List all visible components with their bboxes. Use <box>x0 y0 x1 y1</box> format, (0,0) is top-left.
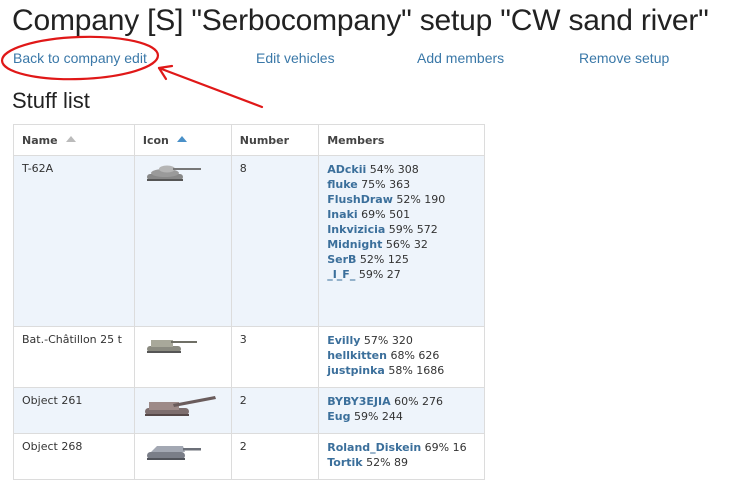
member-stats: 69% 501 <box>357 208 411 221</box>
member-stats: 69% 16 <box>421 441 467 454</box>
member-name-link[interactable]: SerB <box>327 253 357 266</box>
vehicle-count: 2 <box>230 387 320 434</box>
column-header-name[interactable]: Name <box>13 124 135 156</box>
member-name-link[interactable]: Roland_Diskein <box>327 441 422 454</box>
member-entry: fluke 75% 363 <box>327 177 476 192</box>
vehicle-name: Bat.-Châtillon 25 t <box>13 326 135 388</box>
member-entry: BYBY3EJIA 60% 276 <box>327 394 476 409</box>
member-stats: 59% 27 <box>355 268 401 281</box>
member-stats: 60% 276 <box>390 395 444 408</box>
table-row: Object 261 2 BYBY3EJIA 60% 276 Eug 59% 2… <box>13 387 485 434</box>
member-stats: 54% 308 <box>366 163 419 176</box>
column-header-number[interactable]: Number <box>230 124 320 156</box>
member-stats: 59% 244 <box>350 410 403 423</box>
member-entry: SerB 52% 125 <box>327 252 476 267</box>
table-header-row: Name Icon Number Members <box>13 124 485 156</box>
annotation-arrow-line <box>157 66 264 109</box>
member-stats: 75% 363 <box>357 178 411 191</box>
sort-arrow-active-icon <box>176 135 187 142</box>
add-members-link[interactable]: Add members <box>417 50 505 66</box>
members-cell: Evilly 57% 320 hellkitten 68% 626 justpi… <box>318 326 485 388</box>
member-name-link[interactable]: Inkvizicia <box>327 223 386 236</box>
column-header-icon[interactable]: Icon <box>133 124 232 156</box>
tank-batchat-icon <box>146 340 197 353</box>
tank-t62a-icon <box>146 165 201 181</box>
members-cell: BYBY3EJIA 60% 276 Eug 59% 244 <box>318 387 485 434</box>
member-name-link[interactable]: FlushDraw <box>327 193 393 206</box>
vehicle-icon-cell <box>133 155 232 327</box>
column-header-icon-label: Icon <box>142 133 169 147</box>
members-cell: ADckii 54% 308 fluke 75% 363 FlushDraw 5… <box>318 155 485 327</box>
member-stats: 56% 32 <box>382 238 428 251</box>
member-name-link[interactable]: Tortik <box>327 456 363 469</box>
member-stats: 52% 89 <box>362 456 409 469</box>
member-name-link[interactable]: Eug <box>327 410 351 423</box>
member-name-link[interactable]: hellkitten <box>327 349 387 362</box>
back-to-company-edit-link[interactable]: Back to company edit <box>13 50 147 66</box>
annotation-arrowhead-icon <box>157 64 174 81</box>
member-entry: Evilly 57% 320 <box>327 333 476 348</box>
member-entry: justpinka 58% 1686 <box>327 363 476 378</box>
artillery-object261-icon <box>144 396 216 416</box>
column-header-number-label: Number <box>239 133 290 147</box>
member-name-link[interactable]: fluke <box>327 178 358 191</box>
member-stats: 57% 320 <box>360 334 413 347</box>
remove-setup-link[interactable]: Remove setup <box>579 50 670 66</box>
member-entry: Tortik 52% 89 <box>327 455 476 470</box>
member-stats: 58% 1686 <box>384 364 445 377</box>
table-row: Object 268 2 Roland_Diskein 69% 16 Torti… <box>13 433 485 480</box>
member-stats: 52% 190 <box>392 193 446 206</box>
vehicle-name: Object 268 <box>13 433 135 480</box>
member-entry: FlushDraw 52% 190 <box>327 192 476 207</box>
vehicle-name: T-62A <box>13 155 135 327</box>
member-entry: Inkvizicia 59% 572 <box>327 222 476 237</box>
vehicle-icon-cell <box>133 326 232 388</box>
vehicle-count: 3 <box>230 326 320 388</box>
member-stats: 59% 572 <box>385 223 438 236</box>
page-title: Company [S] "Serbocompany" setup "CW san… <box>12 4 709 37</box>
vehicle-icon-cell <box>133 433 232 480</box>
member-name-link[interactable]: BYBY3EJIA <box>327 395 391 408</box>
edit-vehicles-link[interactable]: Edit vehicles <box>256 50 335 66</box>
member-name-link[interactable]: Evilly <box>327 334 361 347</box>
column-header-name-label: Name <box>22 133 58 147</box>
table-row: T-62A 8 ADckii 54% 308 fluke 75% 363 Flu… <box>13 155 485 327</box>
member-entry: Roland_Diskein 69% 16 <box>327 440 476 455</box>
vehicle-name: Object 261 <box>13 387 135 434</box>
table-row: Bat.-Châtillon 25 t 3 Evilly 57% 320 hel… <box>13 326 485 388</box>
vehicle-icon-cell <box>133 387 232 434</box>
member-entry: Midnight 56% 32 <box>327 237 476 252</box>
column-header-members-label: Members <box>327 133 385 147</box>
member-name-link[interactable]: Inaki <box>327 208 358 221</box>
section-title: Stuff list <box>12 88 90 113</box>
member-name-link[interactable]: _I_F_ <box>327 268 356 281</box>
member-entry: Inaki 69% 501 <box>327 207 476 222</box>
column-header-members: Members <box>318 124 485 156</box>
member-stats: 52% 125 <box>356 253 409 266</box>
vehicle-count: 2 <box>230 433 320 480</box>
tank-destroyer-object268-icon <box>146 446 201 460</box>
member-name-link[interactable]: ADckii <box>327 163 367 176</box>
members-cell: Roland_Diskein 69% 16 Tortik 52% 89 <box>318 433 485 480</box>
sort-arrow-icon <box>65 135 76 142</box>
member-entry: hellkitten 68% 626 <box>327 348 476 363</box>
member-entry: ADckii 54% 308 <box>327 162 476 177</box>
member-name-link[interactable]: justpinka <box>327 364 385 377</box>
member-name-link[interactable]: Midnight <box>327 238 383 251</box>
member-entry: Eug 59% 244 <box>327 409 476 424</box>
member-stats: 68% 626 <box>386 349 440 362</box>
stuff-table: Name Icon Number Members T-62A 8 ADckii … <box>13 124 485 480</box>
member-entry: _I_F_ 59% 27 <box>327 267 476 282</box>
vehicle-count: 8 <box>230 155 320 327</box>
